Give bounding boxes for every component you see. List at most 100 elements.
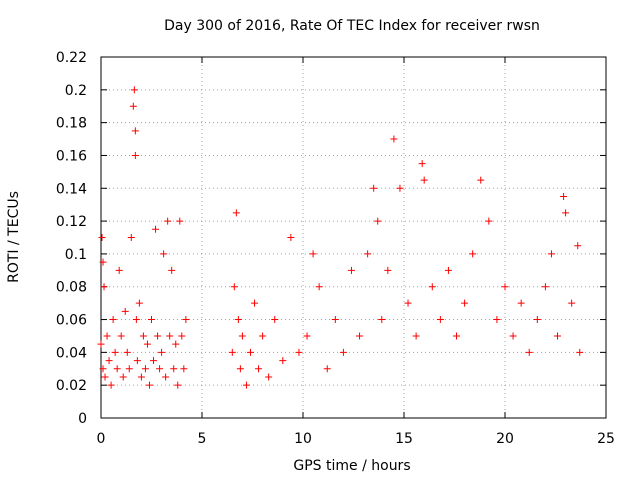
data-point xyxy=(143,340,151,348)
data-point xyxy=(121,307,129,315)
data-point xyxy=(141,365,149,373)
data-point xyxy=(152,225,160,233)
y-tick-label: 0.08 xyxy=(56,280,87,296)
data-point xyxy=(509,332,517,340)
data-point xyxy=(123,348,131,356)
data-point xyxy=(436,316,444,324)
data-point xyxy=(139,332,147,340)
data-point xyxy=(568,299,576,307)
data-point xyxy=(180,365,188,373)
x-tick-label: 10 xyxy=(294,431,312,447)
data-point xyxy=(97,340,105,348)
y-tick-label: 0.06 xyxy=(56,313,87,329)
data-point xyxy=(453,332,461,340)
data-point xyxy=(162,373,170,381)
data-point xyxy=(501,283,509,291)
data-point xyxy=(228,348,236,356)
y-tick-label: 0.02 xyxy=(56,378,87,394)
data-point xyxy=(230,283,238,291)
data-point xyxy=(145,381,153,389)
axis-ticks xyxy=(100,56,607,419)
data-point xyxy=(485,217,493,225)
y-tick-label: 0.22 xyxy=(56,50,87,66)
data-point xyxy=(428,283,436,291)
grid-lines xyxy=(101,57,606,418)
x-tick-label: 5 xyxy=(198,431,207,447)
data-point xyxy=(420,176,428,184)
y-tick-label: 0.04 xyxy=(56,345,87,361)
data-point xyxy=(101,373,109,381)
data-point xyxy=(303,332,311,340)
y-tick-label: 0.16 xyxy=(56,148,87,164)
x-tick-labels: 0 5 10 15 20 25 xyxy=(97,431,615,447)
data-point xyxy=(137,373,145,381)
data-point xyxy=(309,250,317,258)
y-tick-label: 0.1 xyxy=(65,247,87,263)
data-point xyxy=(525,348,533,356)
data-point xyxy=(374,217,382,225)
data-point xyxy=(315,283,323,291)
data-point xyxy=(533,316,541,324)
data-point xyxy=(574,242,582,250)
y-tick-label: 0.2 xyxy=(65,83,87,99)
data-point xyxy=(178,332,186,340)
data-point xyxy=(396,184,404,192)
data-point xyxy=(554,332,562,340)
data-point xyxy=(158,348,166,356)
data-point xyxy=(251,299,259,307)
data-point xyxy=(176,217,184,225)
data-point xyxy=(135,299,143,307)
data-point xyxy=(164,217,172,225)
data-point xyxy=(418,160,426,168)
y-axis-label: ROTI / TECUs xyxy=(6,191,22,283)
data-point xyxy=(100,283,108,291)
data-point xyxy=(560,192,568,200)
data-point xyxy=(111,348,119,356)
data-point xyxy=(232,209,240,217)
data-point xyxy=(156,365,164,373)
data-points xyxy=(97,86,584,389)
data-point xyxy=(356,332,364,340)
x-tick-label: 0 xyxy=(97,431,106,447)
data-point xyxy=(378,316,386,324)
data-point xyxy=(131,127,139,135)
data-point xyxy=(242,381,250,389)
data-point xyxy=(370,184,378,192)
data-point xyxy=(562,209,570,217)
data-point xyxy=(541,283,549,291)
data-point xyxy=(99,365,107,373)
data-point xyxy=(331,316,339,324)
data-point xyxy=(129,102,137,110)
data-point xyxy=(412,332,420,340)
y-tick-label: 0.18 xyxy=(56,116,87,132)
y-tick-labels: 0 0.02 0.04 0.06 0.08 0.1 0.12 0.14 0.16 0.18 0.2 0… xyxy=(56,50,87,427)
data-point xyxy=(469,250,477,258)
data-point xyxy=(125,365,133,373)
data-point xyxy=(295,348,303,356)
data-point xyxy=(364,250,372,258)
data-point xyxy=(576,348,584,356)
data-point xyxy=(234,316,242,324)
data-point xyxy=(117,332,125,340)
data-point xyxy=(150,357,158,365)
y-tick-label: 0 xyxy=(78,411,87,427)
data-point xyxy=(347,266,355,274)
data-point xyxy=(493,316,501,324)
data-point xyxy=(339,348,347,356)
plot-area-frame xyxy=(100,56,607,419)
data-point xyxy=(133,357,141,365)
data-point xyxy=(477,176,485,184)
x-tick-label: 20 xyxy=(496,431,514,447)
data-point xyxy=(461,299,469,307)
data-point xyxy=(174,381,182,389)
x-tick-label: 25 xyxy=(597,431,615,447)
data-point xyxy=(238,332,246,340)
data-point xyxy=(132,316,140,324)
x-tick-label: 15 xyxy=(395,431,413,447)
data-point xyxy=(166,332,174,340)
data-point xyxy=(517,299,525,307)
data-point xyxy=(98,234,106,241)
data-point xyxy=(168,266,176,274)
data-point xyxy=(127,234,135,241)
